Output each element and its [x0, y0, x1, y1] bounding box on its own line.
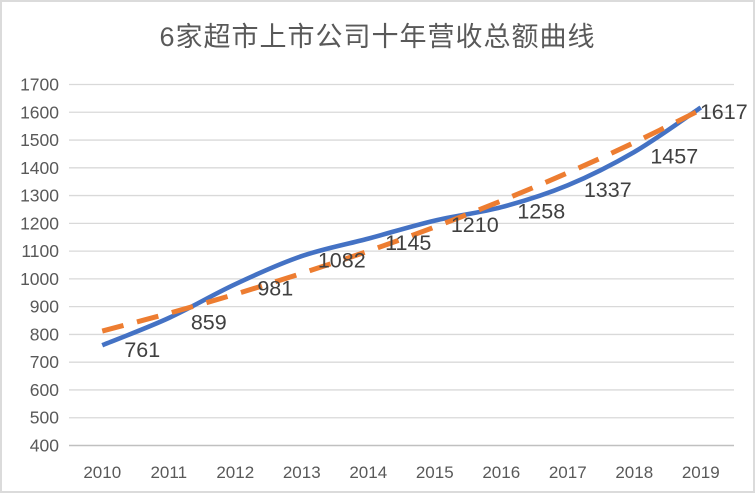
y-tick-label: 1700 [20, 75, 59, 95]
x-tick-label: 2010 [83, 463, 121, 482]
x-tick-label: 2016 [482, 463, 520, 482]
y-tick-label: 1200 [20, 213, 59, 233]
data-label: 859 [191, 311, 227, 335]
y-tick-label: 800 [30, 324, 59, 344]
x-tick-label: 2015 [416, 463, 454, 482]
y-tick-label: 900 [30, 297, 59, 317]
data-label: 1457 [650, 144, 698, 168]
y-tick-label: 1500 [20, 130, 59, 150]
y-tick-label: 1400 [20, 158, 59, 178]
data-label: 761 [124, 338, 160, 362]
data-label: 1258 [517, 200, 565, 224]
y-tick-label: 400 [30, 436, 59, 456]
x-tick-label: 2017 [549, 463, 587, 482]
y-tick-label: 700 [30, 352, 59, 372]
y-tick-label: 1300 [20, 186, 59, 206]
x-tick-label: 2011 [150, 463, 187, 482]
x-tick-label: 2014 [349, 463, 387, 482]
data-label: 1337 [584, 178, 632, 202]
data-label: 1145 [385, 231, 431, 255]
data-label: 1082 [318, 249, 366, 273]
x-tick-label: 2019 [682, 463, 720, 482]
x-tick-label: 2013 [283, 463, 321, 482]
y-tick-label: 1000 [20, 269, 59, 289]
y-tick-label: 1600 [20, 102, 59, 122]
data-label: 1210 [451, 213, 499, 237]
data-label: 1617 [700, 100, 748, 124]
y-tick-label: 500 [30, 408, 59, 428]
y-tick-label: 600 [30, 380, 59, 400]
y-tick-label: 1100 [21, 241, 59, 261]
chart-title: 6家超市上市公司十年营收总额曲线 [159, 22, 596, 52]
x-tick-label: 2012 [216, 463, 254, 482]
trendline-line [101, 107, 702, 334]
revenue-total-line [101, 105, 703, 348]
x-tick-label: 2018 [615, 463, 653, 482]
data-label: 981 [257, 277, 293, 301]
